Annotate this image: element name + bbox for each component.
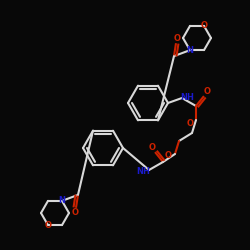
Text: O: O xyxy=(204,88,210,96)
Text: O: O xyxy=(44,220,52,230)
Text: N: N xyxy=(58,196,66,205)
Text: NH: NH xyxy=(180,92,194,102)
Text: NH: NH xyxy=(136,168,150,176)
Text: O: O xyxy=(72,208,78,218)
Text: O: O xyxy=(200,22,207,30)
Text: O: O xyxy=(174,34,180,42)
Text: N: N xyxy=(186,46,194,54)
Text: O: O xyxy=(186,118,194,128)
Text: O: O xyxy=(148,144,156,152)
Text: O: O xyxy=(164,150,172,160)
